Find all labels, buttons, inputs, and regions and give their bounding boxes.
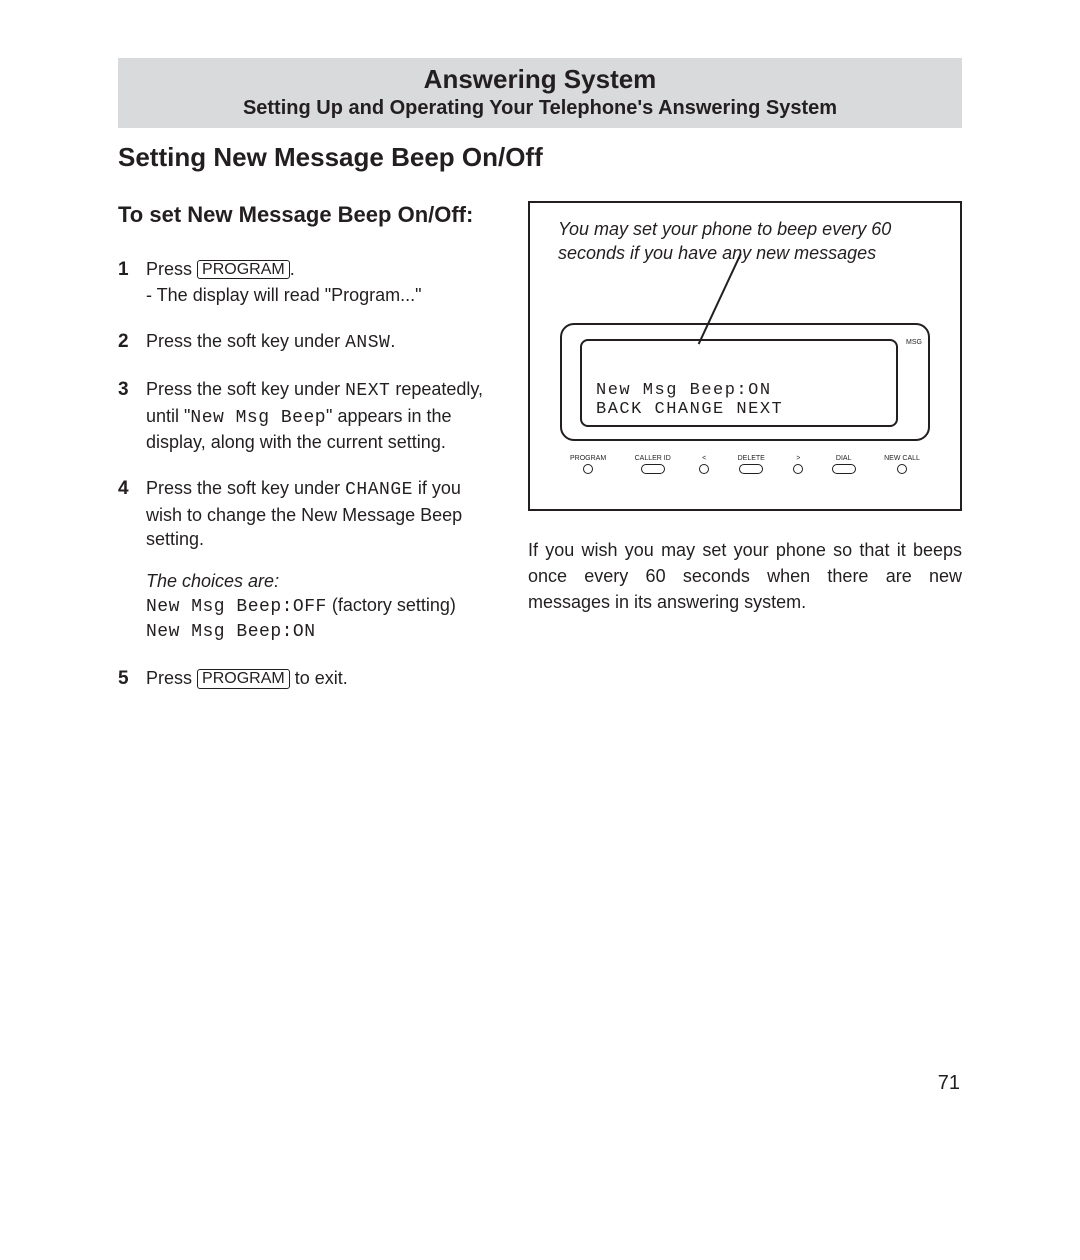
step-3-text-a: Press the soft key under	[146, 379, 345, 399]
header-subtitle: Setting Up and Operating Your Telephone'…	[118, 97, 962, 120]
body-paragraph: If you wish you may set your phone so th…	[528, 537, 962, 615]
program-button-label: PROGRAM	[197, 260, 290, 280]
btn-dial: DIAL	[832, 455, 856, 474]
step-5-text-a: Press	[146, 668, 197, 688]
screen-line-1: New Msg Beep:ON	[596, 381, 886, 400]
step-1-text-b: .	[290, 259, 295, 279]
choices-label: The choices are:	[146, 569, 498, 593]
choice-2: New Msg Beep:ON	[146, 620, 498, 644]
choice-1-lcd: New Msg Beep:OFF	[146, 597, 327, 617]
phone-buttons-row: PROGRAM CALLER ID < DELETE > DIAL NEW CA…	[570, 455, 920, 491]
steps-list: Press PROGRAM. - The display will read "…	[118, 257, 498, 691]
step-3: Press the soft key under NEXT repeatedly…	[118, 377, 498, 454]
btn-left: <	[699, 455, 709, 474]
next-key-label: NEXT	[345, 381, 390, 401]
header-band: Answering System Setting Up and Operatin…	[118, 58, 962, 128]
choice-1-tail: (factory setting)	[327, 595, 456, 615]
change-key-label: CHANGE	[345, 480, 413, 500]
step-2-text-b: .	[390, 331, 395, 351]
program-button-label-2: PROGRAM	[197, 669, 290, 689]
page-number: 71	[938, 1072, 960, 1095]
msg-indicator-label: MSG	[906, 339, 922, 346]
btn-new-call: NEW CALL	[884, 455, 920, 474]
new-msg-beep-label: New Msg Beep	[190, 408, 326, 428]
header-title: Answering System	[118, 64, 962, 95]
step-5-text-b: to exit.	[290, 668, 348, 688]
phone-screen: New Msg Beep:ON BACK CHANGE NEXT	[580, 339, 898, 427]
phone-frame: MSG New Msg Beep:ON BACK CHANGE NEXT	[560, 323, 930, 441]
step-4: Press the soft key under CHANGE if you w…	[118, 476, 498, 644]
instructions-column: To set New Message Beep On/Off: Press PR…	[118, 201, 498, 712]
section-title: Setting New Message Beep On/Off	[118, 142, 962, 173]
instructions-subhead: To set New Message Beep On/Off:	[118, 201, 498, 229]
btn-program: PROGRAM	[570, 455, 606, 474]
step-1-text-a: Press	[146, 259, 197, 279]
figure-column: You may set your phone to beep every 60 …	[528, 201, 962, 712]
btn-caller-id: CALLER ID	[635, 455, 671, 474]
step-2-text-a: Press the soft key under	[146, 331, 345, 351]
step-1: Press PROGRAM. - The display will read "…	[118, 257, 498, 308]
step-1-sub: - The display will read "Program..."	[146, 283, 498, 307]
answ-key-label: ANSW	[345, 333, 390, 353]
btn-right: >	[793, 455, 803, 474]
step-2: Press the soft key under ANSW.	[118, 329, 498, 355]
phone-illustration: MSG New Msg Beep:ON BACK CHANGE NEXT PRO…	[560, 323, 930, 491]
step-4-text-a: Press the soft key under	[146, 478, 345, 498]
btn-delete: DELETE	[738, 455, 765, 474]
step-5: Press PROGRAM to exit.	[118, 666, 498, 690]
screen-line-2: BACK CHANGE NEXT	[596, 400, 886, 419]
choice-1: New Msg Beep:OFF (factory setting)	[146, 593, 498, 619]
figure-box: You may set your phone to beep every 60 …	[528, 201, 962, 511]
figure-caption: You may set your phone to beep every 60 …	[558, 217, 932, 266]
